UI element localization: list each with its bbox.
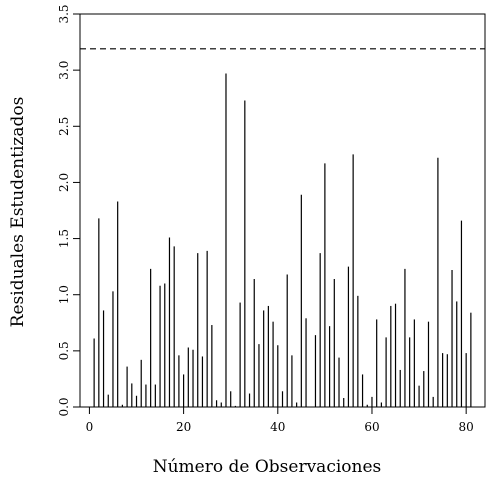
y-tick-label: 2.5: [57, 117, 71, 136]
x-tick-label: 80: [459, 420, 474, 434]
x-tick-label: 60: [364, 420, 379, 434]
y-axis-title: Residuales Estudentizados: [8, 97, 28, 328]
x-axis: 0 20 40 60 80: [86, 407, 474, 434]
y-axis: 0.0 0.5 1.0 1.5 2.0 2.5 3.0 3.5: [57, 4, 80, 417]
y-tick-label: 3.5: [57, 4, 71, 23]
y-tick-label: 1.0: [57, 285, 71, 304]
x-tick-label: 0: [86, 420, 94, 434]
x-tick-label: 20: [176, 420, 191, 434]
plot-frame: [79, 13, 486, 408]
x-tick-label: 40: [270, 420, 285, 434]
y-tick-label: 3.0: [57, 61, 71, 80]
x-axis-title: Número de Observaciones: [153, 457, 382, 477]
y-tick-label: 2.0: [57, 173, 71, 192]
y-tick-label: 0.5: [57, 341, 71, 360]
y-tick-label: 1.5: [57, 229, 71, 248]
y-tick-label: 0.0: [57, 397, 71, 416]
bars-group: [93, 73, 472, 407]
